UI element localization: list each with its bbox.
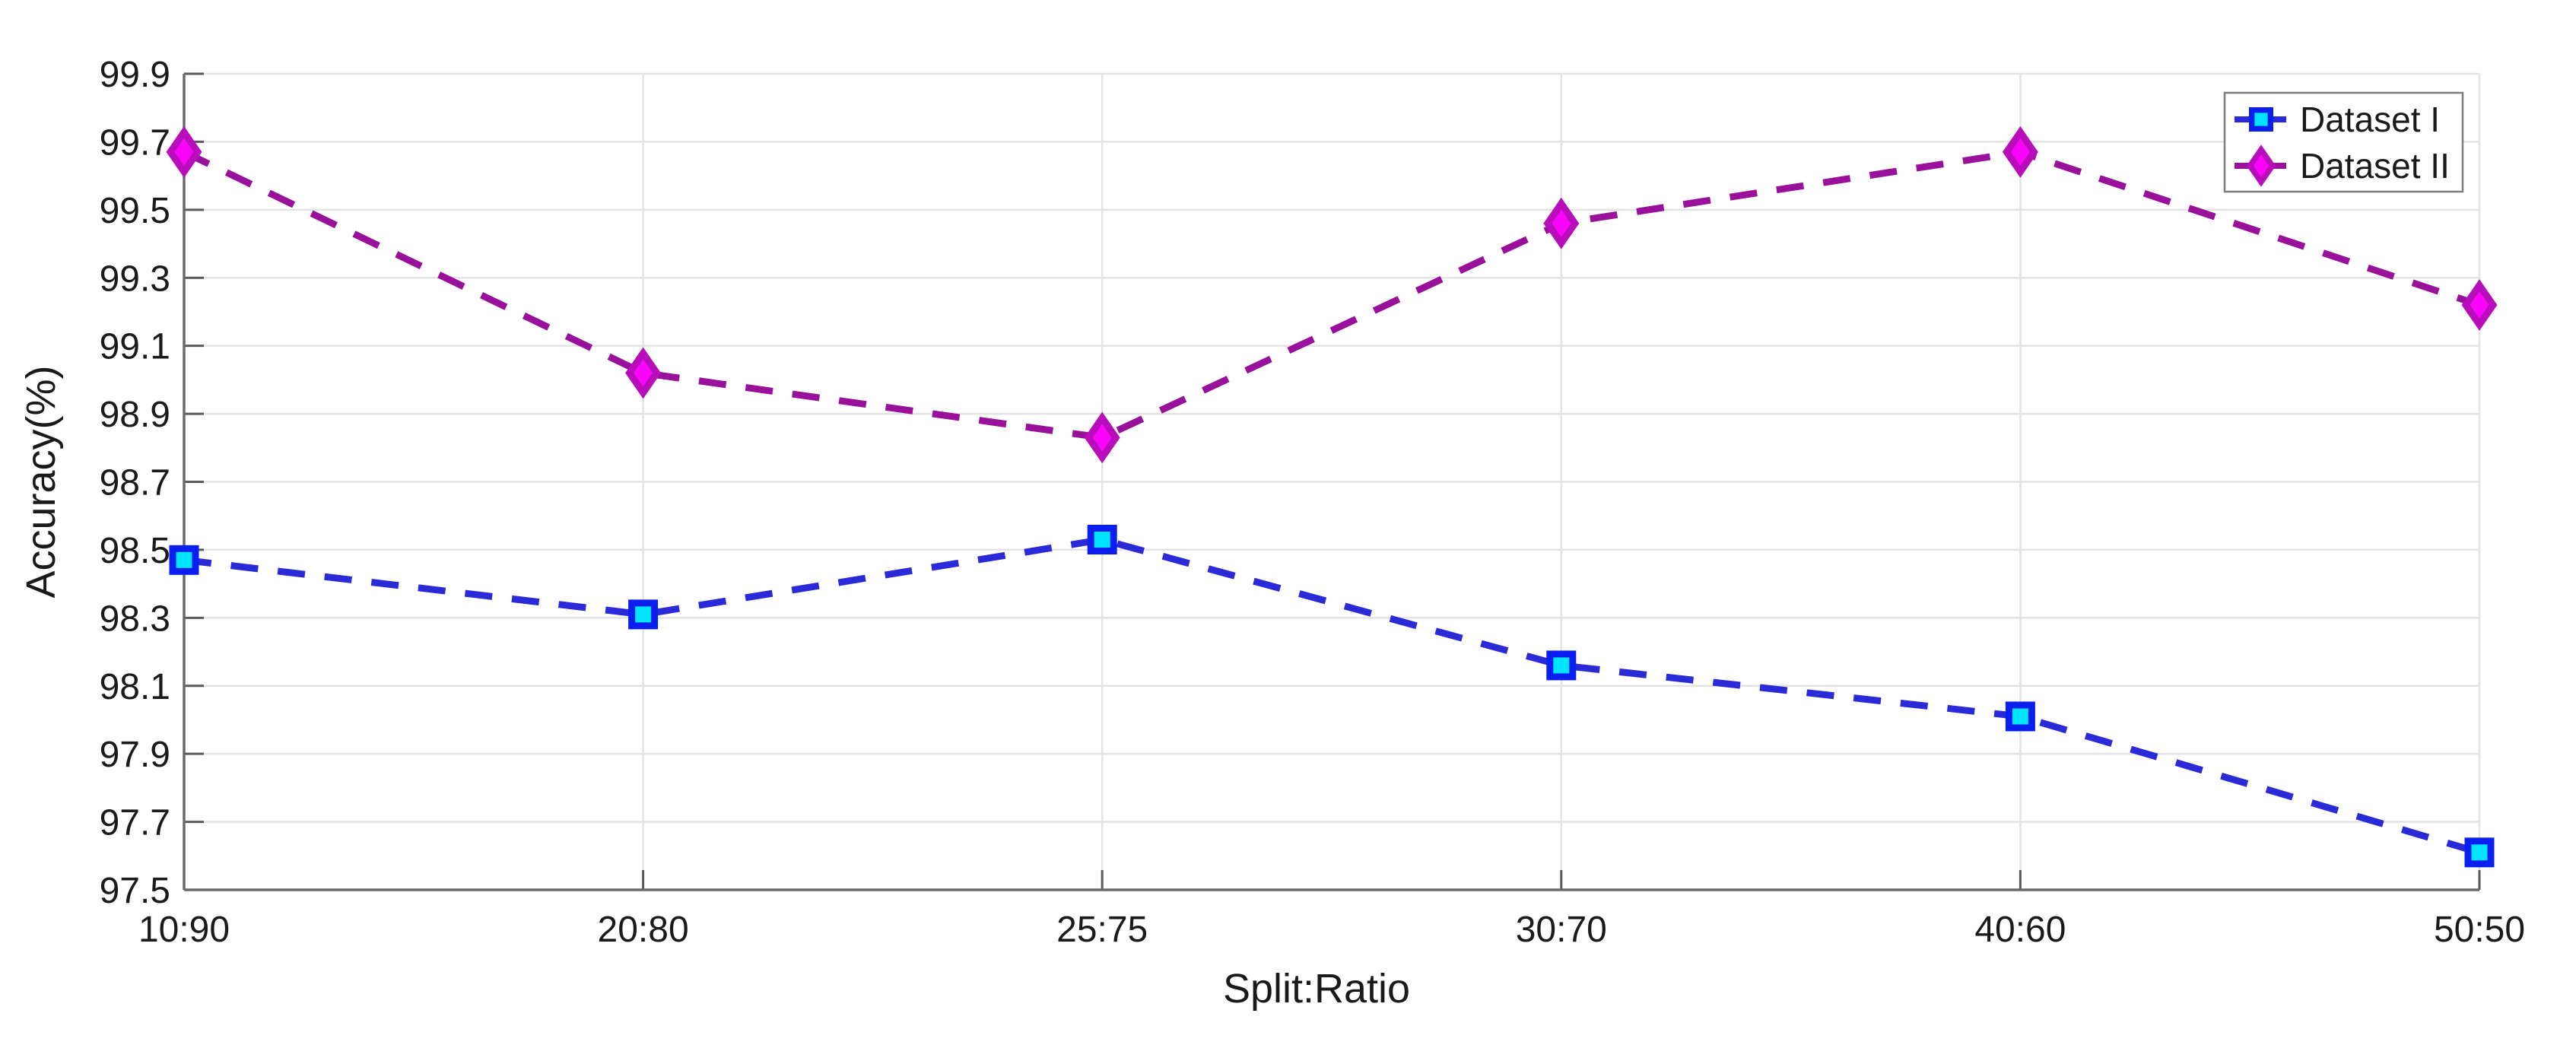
y-axis-tick-label: 97.9: [100, 735, 170, 775]
marker-dataset-ii: [625, 347, 662, 399]
legend-marker-dataset-ii: [2246, 145, 2276, 187]
y-axis-tick-label: 99.1: [100, 327, 170, 367]
y-axis-tick-label: 99.5: [100, 191, 170, 231]
y-axis-tick-label: 97.7: [100, 803, 170, 843]
x-axis-tick-label: 40:60: [1974, 910, 2066, 950]
legend-marker-dataset-i: [2249, 107, 2273, 132]
x-axis-tick-label: 50:50: [2434, 910, 2525, 950]
y-axis-tick-label: 98.3: [100, 599, 170, 639]
y-axis-tick-label: 99.9: [100, 55, 170, 95]
marker-dataset-i: [2464, 837, 2495, 868]
marker-dataset-ii: [1543, 197, 1580, 249]
y-axis-tick-label: 98.5: [100, 531, 170, 571]
y-axis-tick-label: 98.7: [100, 463, 170, 503]
x-axis-tick-label: 30:70: [1516, 910, 1607, 950]
x-axis-tick-label: 20:80: [598, 910, 689, 950]
y-axis-tick-label: 97.5: [100, 871, 170, 911]
legend-label-dataset-ii: Dataset II: [2300, 146, 2450, 186]
legend-label-dataset-i: Dataset I: [2300, 100, 2440, 139]
y-axis-tick-label: 98.9: [100, 395, 170, 435]
marker-dataset-ii: [2461, 279, 2498, 331]
marker-dataset-i: [169, 545, 199, 575]
x-axis-label: Split:Ratio: [1223, 966, 1410, 1012]
marker-dataset-i: [2005, 701, 2035, 732]
marker-dataset-i: [628, 599, 659, 630]
y-axis-tick-label: 98.1: [100, 667, 170, 707]
y-axis-label: Accuracy(%): [18, 365, 64, 598]
series-line-dataset-i: [183, 535, 2481, 856]
y-axis-tick-label: 99.3: [100, 259, 170, 299]
x-axis-tick-label: 10:90: [138, 910, 230, 950]
marker-dataset-ii: [166, 125, 202, 178]
y-axis-tick-label: 99.7: [100, 122, 170, 163]
series-line-dataset-ii: [183, 148, 2481, 442]
marker-dataset-ii: [2002, 125, 2038, 178]
marker-dataset-ii: [1084, 411, 1120, 464]
marker-dataset-i: [1087, 525, 1117, 555]
marker-dataset-i: [1546, 650, 1577, 681]
x-axis-tick-label: 25:75: [1056, 910, 1148, 950]
